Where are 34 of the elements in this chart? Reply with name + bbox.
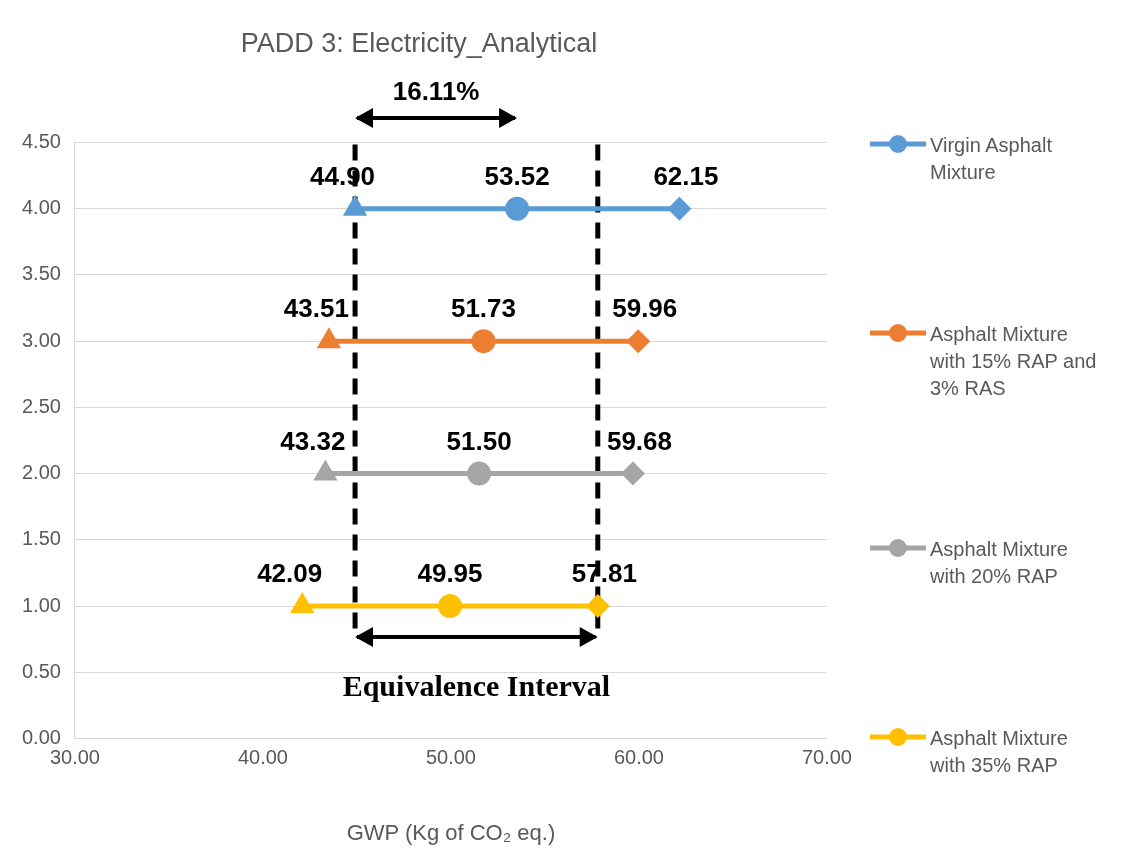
y-tick-label: 4.00 (21, 196, 61, 219)
legend-label: Asphalt Mixture with 15% RAP and 3% RAS (930, 321, 1098, 401)
annotation: 51.50 (446, 425, 512, 456)
x-tick-label: 70.00 (801, 746, 853, 769)
annotation: 59.96 (612, 293, 678, 324)
legend-label: Asphalt Mixture with 20% RAP (930, 537, 1069, 590)
annotation: 53.52 (484, 160, 550, 191)
y-tick-label: 4.50 (21, 129, 61, 152)
annotation: 62.15 (653, 160, 719, 191)
legend-label: Asphalt Mixture with 35% RAP (930, 725, 1069, 778)
annotation: 43.32 (280, 425, 346, 456)
legend-label: Virgin Asphalt Mixture (930, 133, 1053, 186)
y-tick-label: 3.00 (21, 328, 61, 351)
y-tick-label: 1.00 (21, 593, 61, 616)
text: 16.11% (392, 76, 480, 108)
annotation: 59.68 (606, 425, 673, 456)
annotation: 57.81 (571, 558, 637, 589)
annotation: 43.51 (283, 293, 349, 324)
y-tick-label: 2.50 (21, 394, 61, 417)
y-tick-label: 0.50 (21, 659, 61, 682)
x-tick-label: 30.00 (49, 746, 100, 769)
y-tick-label: 3.50 (21, 262, 61, 285)
x-tick-label: 60.00 (613, 746, 664, 769)
y-tick-label: 2.00 (21, 461, 61, 484)
annotation: Equivalence Interval (342, 669, 611, 704)
x-axis-title: GWP (Kg of CO₂ eq.) (346, 819, 556, 845)
chart-title: PADD 3: Electricity_Analytical (240, 27, 598, 58)
y-tick-label: 0.00 (21, 726, 61, 749)
x-tick-label: 50.00 (425, 746, 476, 769)
annotation: 42.09 (257, 558, 323, 589)
annotation: 51.73 (450, 293, 517, 324)
x-tick-label: 40.00 (237, 746, 288, 769)
annotation: 49.95 (417, 558, 483, 589)
y-tick-label: 1.50 (21, 527, 61, 550)
